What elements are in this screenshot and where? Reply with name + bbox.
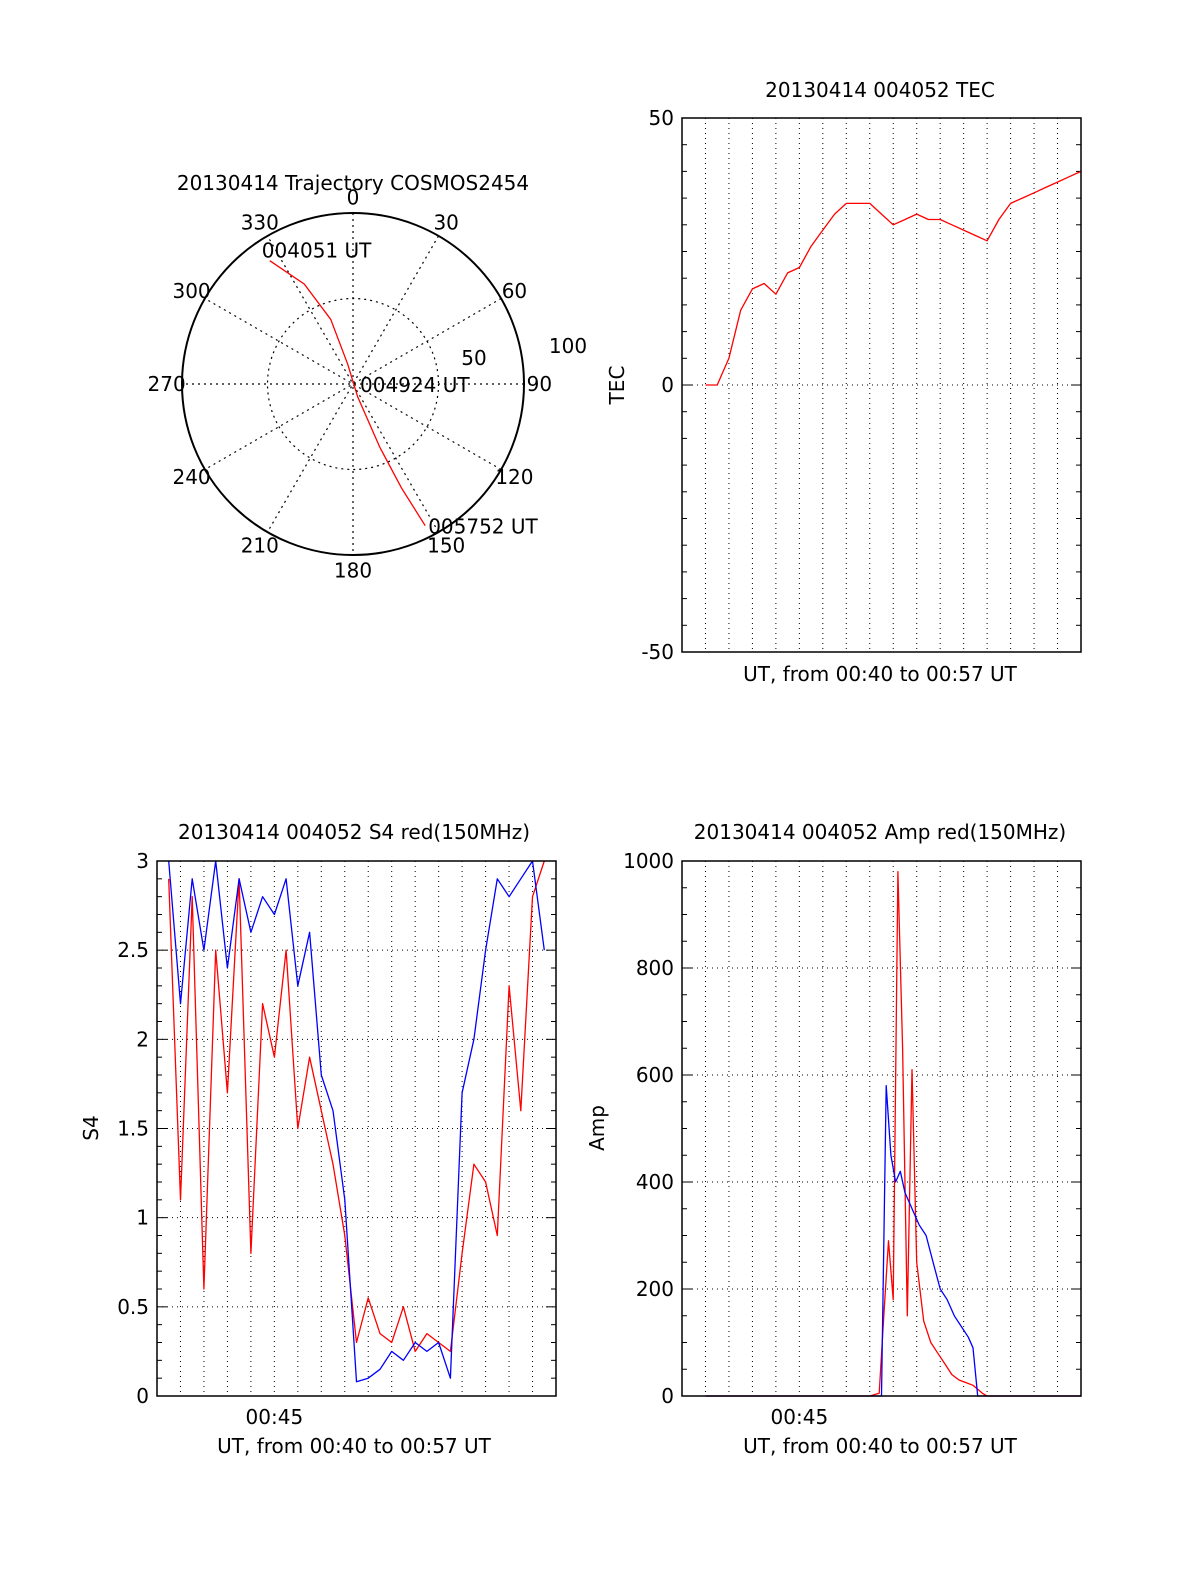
y-tick-label: 200 — [636, 1277, 674, 1301]
x-tick-label: 00:45 — [246, 1405, 304, 1429]
amp-xlabel: UT, from 00:40 to 00:57 UT — [743, 1434, 1018, 1458]
y-tick-label: 1 — [136, 1206, 149, 1230]
tec-title: 20130414 004052 TEC — [765, 78, 995, 102]
plot-frame — [681, 860, 1082, 1397]
radius-label: 50 — [461, 346, 486, 370]
y-tick-label: 1.5 — [117, 1117, 149, 1141]
s4-title: 20130414 004052 S4 red(150MHz) — [178, 820, 530, 844]
y-tick-label: 400 — [636, 1170, 674, 1194]
y-tick-label: 1000 — [623, 849, 674, 873]
series-line — [705, 1085, 1081, 1397]
series-line — [705, 871, 1081, 1397]
series-line — [168, 860, 545, 1383]
azimuth-label: 330 — [241, 211, 279, 235]
plot-frame — [681, 117, 1082, 653]
tec-ylabel: TEC — [605, 366, 629, 406]
series-line — [705, 170, 1082, 386]
polar-title: 20130414 Trajectory COSMOS2454 — [177, 171, 529, 195]
trajectory-line — [269, 260, 426, 527]
azimuth-label: 30 — [433, 211, 458, 235]
y-tick-label: 0.5 — [117, 1295, 149, 1319]
series-line — [168, 860, 545, 1353]
s4-plot: 20130414 004052 S4 red(150MHz) UT, from … — [79, 820, 557, 1458]
trajectory-time-label: 004051 UT — [262, 239, 372, 263]
amp-plot: 20130414 004052 Amp red(150MHz) UT, from… — [585, 820, 1082, 1458]
y-tick-label: 800 — [636, 956, 674, 980]
trajectory-time-label: 004924 UT — [360, 373, 470, 397]
amp-ylabel: Amp — [585, 1105, 609, 1151]
azimuth-label: 120 — [495, 465, 533, 489]
plot-frame — [156, 860, 557, 1397]
amp-title: 20130414 004052 Amp red(150MHz) — [694, 820, 1066, 844]
azimuth-label: 0 — [347, 186, 360, 210]
y-tick-label: 3 — [136, 849, 149, 873]
azimuth-label: 90 — [527, 372, 552, 396]
azimuth-label: 300 — [172, 279, 210, 303]
tec-xlabel: UT, from 00:40 to 00:57 UT — [743, 662, 1018, 686]
y-tick-label: 2 — [136, 1027, 149, 1051]
y-tick-label: 0 — [661, 373, 674, 397]
trajectory-polar-plot: 20130414 Trajectory COSMOS2454 0 30 60 90 12… — [148, 171, 588, 582]
y-tick-label: -50 — [641, 640, 674, 664]
y-tick-label: 600 — [636, 1063, 674, 1087]
tec-plot: 20130414 004052 TEC UT, from 00:40 to 00… — [605, 78, 1082, 686]
azimuth-label: 270 — [148, 372, 186, 396]
azimuth-label: 60 — [502, 279, 527, 303]
azimuth-label: 150 — [427, 533, 465, 557]
azimuth-label: 210 — [241, 533, 279, 557]
azimuth-label: 180 — [334, 558, 372, 582]
y-tick-label: 50 — [649, 106, 674, 130]
azimuth-label: 240 — [172, 465, 210, 489]
y-tick-label: 0 — [661, 1384, 674, 1408]
y-tick-label: 2.5 — [117, 938, 149, 962]
radius-label: 100 — [549, 334, 587, 358]
x-tick-label: 00:45 — [771, 1405, 829, 1429]
y-tick-label: 0 — [136, 1384, 149, 1408]
s4-ylabel: S4 — [79, 1115, 103, 1140]
s4-xlabel: UT, from 00:40 to 00:57 UT — [217, 1434, 492, 1458]
trajectory-time-label: 005752 UT — [428, 515, 538, 539]
